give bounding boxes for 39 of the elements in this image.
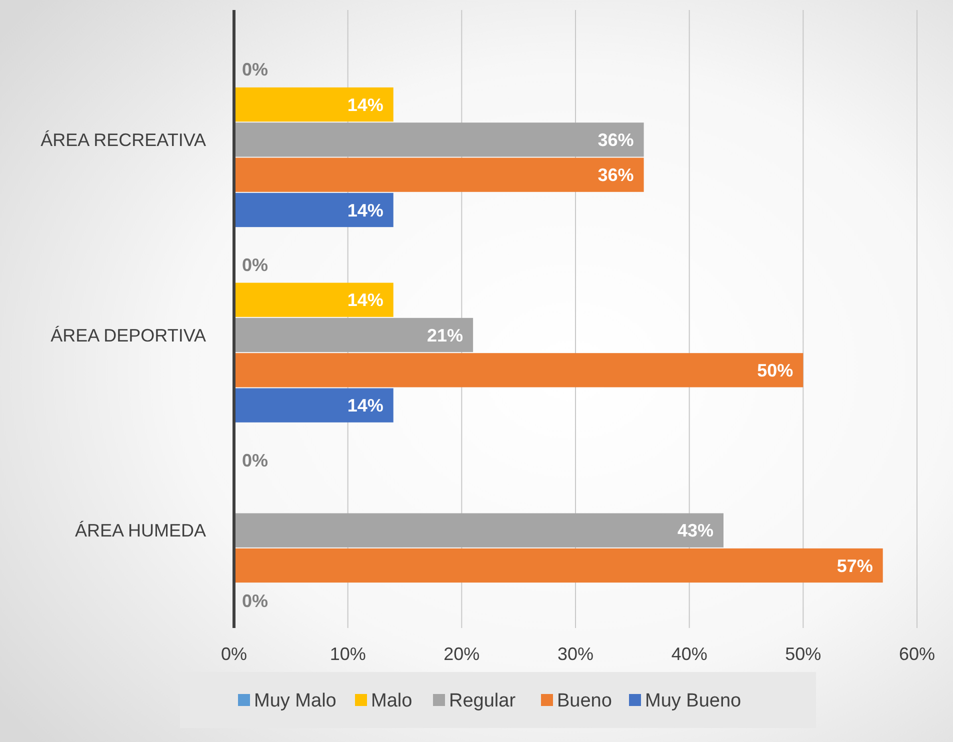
- legend-label: Muy Malo: [254, 690, 336, 712]
- data-label: 14%: [347, 94, 384, 115]
- bar: [234, 318, 474, 352]
- data-label: 0%: [242, 590, 268, 611]
- x-tick-label: 50%: [785, 644, 822, 664]
- data-label: 36%: [598, 165, 634, 186]
- legend-label: Regular: [449, 690, 516, 712]
- bar: [234, 513, 724, 548]
- data-label: 14%: [347, 200, 384, 220]
- bar: [234, 388, 394, 422]
- data-label: 0%: [242, 60, 268, 80]
- bar: [234, 122, 644, 157]
- data-label: 43%: [677, 520, 714, 541]
- x-tick-label: 30%: [557, 644, 594, 664]
- y-tick-label: ÁREA RECREATIVA: [40, 130, 206, 150]
- bar: [234, 192, 394, 228]
- x-tick-label: 20%: [444, 644, 480, 664]
- legend-label: Bueno: [557, 690, 612, 712]
- data-label: 57%: [836, 556, 873, 576]
- data-label: 0%: [242, 254, 268, 275]
- y-tick-label: ÁREA HUMEDA: [74, 520, 206, 541]
- data-label: 36%: [598, 130, 634, 150]
- x-tick-label: 10%: [330, 644, 366, 664]
- bar: [234, 158, 644, 192]
- y-tick-label: ÁREA DEPORTIVA: [50, 325, 206, 346]
- x-tick-label: 60%: [898, 644, 936, 664]
- bar: [234, 87, 394, 122]
- x-tick-label: 0%: [220, 644, 248, 664]
- bar: [234, 548, 883, 583]
- legend-label: Malo: [371, 690, 412, 712]
- legend-label: Muy Bueno: [645, 690, 742, 712]
- data-label: 21%: [427, 325, 464, 346]
- data-label: 0%: [242, 450, 268, 470]
- x-tick-label: 40%: [671, 644, 708, 664]
- data-label: 14%: [347, 396, 384, 416]
- data-label: 14%: [347, 290, 384, 310]
- data-label: 50%: [757, 360, 794, 380]
- bar: [234, 353, 804, 388]
- bar: [234, 282, 394, 317]
